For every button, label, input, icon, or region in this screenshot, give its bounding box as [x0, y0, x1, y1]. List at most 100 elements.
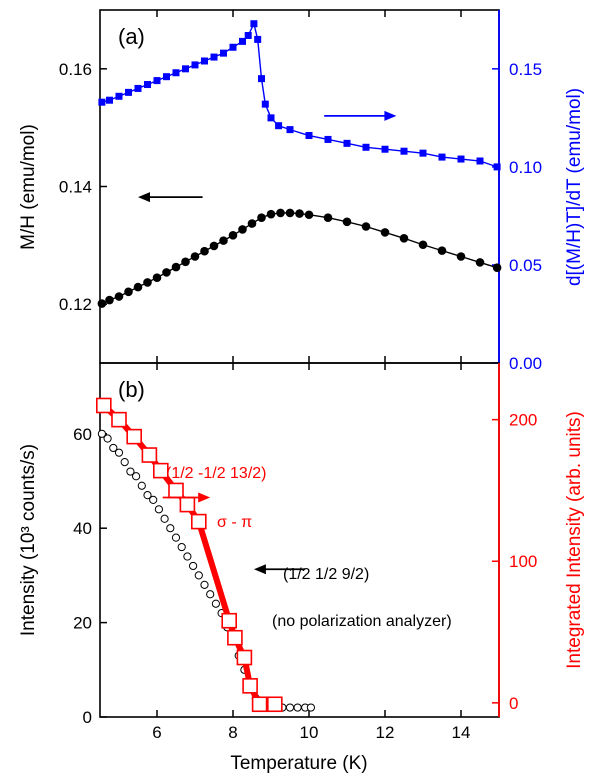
peak-intensity-series-point — [149, 495, 158, 504]
panel-a-arrow-head — [384, 110, 397, 121]
panel-b-arrows — [162, 492, 306, 575]
derivative-series-point — [153, 77, 161, 85]
derivative-series-point — [98, 98, 106, 106]
derivative-series-point — [250, 20, 258, 28]
integrated-intensity-series-point — [96, 397, 112, 414]
panel-b-left-axis-title: Intensity (10³ counts/s) — [18, 444, 39, 636]
derivative-series-point — [244, 31, 252, 39]
x-tick-label: 14 — [452, 723, 471, 742]
derivative-series-point — [261, 100, 269, 108]
derivative-series-line — [101, 21, 498, 168]
integrated-intensity-series-point — [266, 696, 283, 713]
left-y-tick-label: 0.16 — [59, 60, 92, 79]
right-y-tick-label: 200 — [509, 411, 537, 430]
magnetization-series-point — [304, 210, 314, 220]
integrated-intensity-series-point — [126, 428, 142, 445]
magnetization-series-point — [97, 299, 107, 308]
red-polarization-label: σ - π — [217, 514, 252, 531]
magnetization-series-point — [437, 246, 447, 255]
peak-intensity-series-point — [160, 514, 169, 523]
derivative-series-point — [493, 163, 501, 171]
panel-b-right-axis-title: Integrated Intensity (arb. units) — [564, 411, 585, 669]
panel-b-arrow-head — [198, 492, 211, 503]
magnetization-series-point — [209, 241, 219, 251]
magnetization-series-point — [190, 252, 200, 261]
magnetization-series-point — [399, 233, 409, 243]
derivative-series-point — [172, 69, 180, 77]
peak-intensity-series-point — [285, 703, 295, 712]
peak-intensity-series-point — [171, 533, 181, 542]
panel-a-arrow-head — [138, 192, 150, 203]
magnetization-series-point — [228, 231, 238, 240]
magnetization-series-point — [133, 282, 143, 292]
magnetization-series-point — [238, 225, 247, 234]
peak-intensity-series-point — [166, 524, 175, 533]
peak-intensity-series-point — [143, 491, 152, 500]
x-tick-label: 10 — [300, 723, 319, 742]
magnetization-series-point — [124, 287, 133, 297]
integrated-intensity-series-point — [251, 696, 268, 713]
magnetization-series-point — [380, 228, 390, 237]
black-note-label: (no polarization analyzer) — [272, 613, 452, 630]
derivative-series-point — [457, 155, 465, 163]
x-axis-title: Temperature (K) — [230, 753, 367, 774]
derivative-series-point — [229, 43, 237, 51]
panel-b-arrow-head — [253, 564, 266, 575]
peak-intensity-series-point — [154, 505, 163, 514]
derivative-series-point — [324, 135, 332, 143]
peak-intensity-series-point — [177, 542, 186, 552]
red-reflection-label: (1/2 -1/2 13/2) — [166, 465, 267, 482]
derivative-series-point — [381, 145, 389, 153]
right-y-tick-label: 0.00 — [509, 354, 542, 373]
integrated-intensity-series-point — [191, 513, 207, 530]
peak-intensity-series-point — [200, 580, 209, 589]
right-y-tick-label: 0.10 — [509, 158, 542, 177]
magnetization-series-point — [295, 209, 304, 218]
derivative-series-point — [201, 57, 208, 65]
right-y-tick-label: 0.05 — [509, 256, 542, 275]
peak-intensity-series-point — [126, 467, 135, 476]
panel-b-label: (b) — [118, 377, 145, 402]
magnetization-series-point — [171, 262, 181, 272]
magnetization-series-point — [257, 213, 266, 222]
panel-a-arrows — [138, 110, 397, 203]
magnetization-series-point — [114, 292, 124, 301]
peak-intensity-series-point — [206, 590, 215, 599]
peak-intensity-series-point — [293, 703, 302, 712]
panel-b-frame — [99, 362, 500, 718]
magnetization-series-point — [105, 295, 114, 305]
integrated-intensity-series-point — [236, 649, 253, 666]
panel-b-series — [96, 397, 315, 713]
panel-a-right-axis-title: d[(M/H)T]/dT (emu/mol) — [564, 88, 585, 286]
magnetization-series-point — [475, 258, 485, 267]
magnetization-series-point — [342, 217, 352, 227]
panel-a-ticks: 0.12 0.14 0.16 0.00 0.05 0.10 0.15 — [59, 10, 542, 373]
magnetization-series-point — [285, 208, 295, 218]
derivative-series-point — [134, 84, 142, 92]
integrated-intensity-series-point — [221, 612, 237, 629]
peak-intensity-series-point — [114, 448, 124, 457]
peak-intensity-series-point — [97, 429, 107, 438]
peak-intensity-series-point — [132, 472, 141, 481]
magnetization-series-point — [266, 209, 276, 219]
derivative-series-point — [476, 157, 484, 165]
magnetization-series-point — [276, 208, 285, 218]
derivative-series-point — [144, 81, 151, 89]
magnetization-series-point — [162, 268, 171, 277]
peak-intensity-series-point — [109, 443, 118, 453]
derivative-series-point — [343, 139, 351, 147]
derivative-series-point — [362, 143, 370, 151]
right-y-tick-label: 0 — [509, 694, 518, 713]
panel-a-left-axis-title: M/H (emu/mol) — [18, 124, 39, 250]
panel-b: 0 20 40 60 0 100 200 6 8 10 12 14 (b) (1/2 -1/2 13/… — [18, 362, 585, 774]
magnetization-series-point — [219, 236, 228, 245]
left-y-tick-label: 60 — [73, 425, 92, 444]
derivative-series-point — [438, 153, 446, 161]
right-y-tick-label: 0.15 — [509, 60, 542, 79]
magnetization-series-point — [361, 222, 371, 231]
panel-a-frame — [99, 9, 500, 364]
x-tick-label: 6 — [152, 723, 161, 742]
left-y-tick-label: 0.14 — [59, 178, 92, 197]
peak-intensity-series-point — [103, 434, 112, 443]
magnetization-series-point — [323, 213, 333, 222]
